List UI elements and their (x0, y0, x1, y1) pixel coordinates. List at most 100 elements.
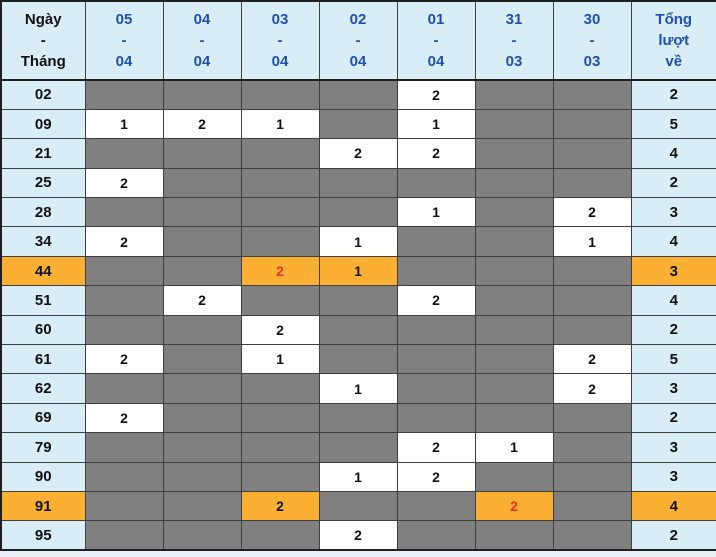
empty-cell (552, 490, 632, 522)
empty-cell (474, 197, 554, 228)
header-line: - (121, 32, 127, 49)
header-line: - (199, 32, 205, 49)
empty-cell (162, 344, 242, 375)
value-cell: 1 (396, 108, 476, 140)
value-cell: 1 (552, 226, 632, 257)
empty-cell (318, 79, 398, 110)
header-line: Tổng (655, 11, 693, 28)
empty-cell (552, 255, 632, 287)
value-cell: 2 (84, 402, 164, 434)
table-row: 25 2 2 (0, 167, 716, 199)
value-cell: 2 (396, 461, 476, 492)
header-line: 03 (505, 53, 523, 70)
row-label-cell: 61 (0, 344, 86, 375)
row-total-cell: 3 (630, 373, 716, 404)
header-date-cell: 01 - 04 (396, 0, 476, 81)
empty-cell (552, 138, 632, 169)
empty-cell (240, 520, 320, 551)
empty-cell (162, 490, 242, 522)
empty-cell (240, 373, 320, 404)
row-label-cell: 28 (0, 197, 86, 228)
row-label-cell: 02 (0, 79, 86, 110)
header-line: - (511, 32, 517, 49)
empty-cell (162, 402, 242, 434)
empty-cell (552, 402, 632, 434)
value-cell: 2 (240, 490, 320, 522)
row-label-cell: 51 (0, 285, 86, 316)
empty-cell (318, 108, 398, 140)
empty-cell (162, 461, 242, 492)
value-cell: 2 (162, 285, 242, 316)
empty-cell (396, 226, 476, 257)
value-cell: 1 (318, 373, 398, 404)
header-total-cell: Tổng lượt về (630, 0, 716, 81)
header-corner-cell: Ngày - Tháng (0, 0, 86, 81)
empty-cell (318, 402, 398, 434)
row-label-cell: 60 (0, 314, 86, 346)
empty-cell (84, 138, 164, 169)
empty-cell (162, 138, 242, 169)
value-cell: 2 (552, 344, 632, 375)
row-label-cell: 09 (0, 108, 86, 140)
row-label-cell: 25 (0, 167, 86, 199)
empty-cell (474, 344, 554, 375)
header-date-cell: 04 - 04 (162, 0, 242, 81)
empty-cell (396, 255, 476, 287)
empty-cell (552, 108, 632, 140)
row-total-cell: 4 (630, 138, 716, 169)
header-line: 04 (193, 11, 211, 28)
empty-cell (396, 373, 476, 404)
empty-cell (84, 255, 164, 287)
table-row: 28 1 2 3 (0, 197, 716, 228)
header-line: 03 (583, 53, 601, 70)
empty-cell (240, 167, 320, 199)
empty-cell (318, 344, 398, 375)
header-line: 01 (427, 11, 445, 28)
empty-cell (318, 490, 398, 522)
row-total-cell: 3 (630, 432, 716, 463)
table-body: 02 2 2 09 1 2 1 1 5 21 2 2 4 25 2 2 28 1 2 3 34 2 1 1 4 44 2 1 3 51 2 2… (0, 79, 716, 551)
value-cell: 1 (318, 461, 398, 492)
row-total-cell: 2 (630, 520, 716, 551)
table-row: 91 2 2 4 (0, 490, 716, 522)
empty-cell (240, 79, 320, 110)
header-line: - (355, 32, 361, 49)
row-label-cell: 62 (0, 373, 86, 404)
value-cell: 1 (84, 108, 164, 140)
row-total-cell: 5 (630, 344, 716, 375)
table-row: 62 1 2 3 (0, 373, 716, 404)
value-cell: 1 (240, 108, 320, 140)
empty-cell (474, 285, 554, 316)
row-total-cell: 5 (630, 108, 716, 140)
empty-cell (84, 79, 164, 110)
header-line: - (433, 32, 439, 49)
empty-cell (318, 432, 398, 463)
row-total-cell: 2 (630, 167, 716, 199)
header-line: 04 (193, 53, 211, 70)
value-cell: 2 (84, 226, 164, 257)
empty-cell (552, 461, 632, 492)
header-line: 05 (115, 11, 133, 28)
value-cell: 2 (84, 167, 164, 199)
value-cell: 2 (552, 197, 632, 228)
table-row: 02 2 2 (0, 79, 716, 110)
value-cell: 2 (84, 344, 164, 375)
empty-cell (162, 226, 242, 257)
empty-cell (474, 255, 554, 287)
header-line: 04 (427, 53, 445, 70)
value-cell: 1 (240, 344, 320, 375)
value-cell: 2 (474, 490, 554, 522)
empty-cell (396, 402, 476, 434)
header-date-cell: 30 - 03 (552, 0, 632, 81)
table-row: 95 2 2 (0, 520, 716, 551)
empty-cell (162, 373, 242, 404)
row-label-cell: 21 (0, 138, 86, 169)
empty-cell (552, 520, 632, 551)
empty-cell (552, 167, 632, 199)
header-date-cell: 31 - 03 (474, 0, 554, 81)
row-total-cell: 3 (630, 255, 716, 287)
table-header-row: Ngày - Tháng 05-04 04-04 03-04 02-04 01-04 31-03… (0, 0, 716, 81)
empty-cell (240, 432, 320, 463)
header-line: 04 (271, 53, 289, 70)
